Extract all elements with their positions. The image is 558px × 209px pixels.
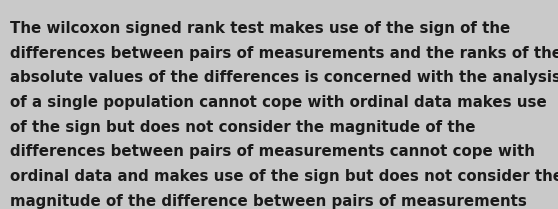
Text: differences between pairs of measurements and the ranks of the: differences between pairs of measurement… [10, 46, 558, 61]
Text: ordinal data and makes use of the sign but does not consider the: ordinal data and makes use of the sign b… [10, 169, 558, 184]
Text: The wilcoxon signed rank test makes use of the sign of the: The wilcoxon signed rank test makes use … [10, 21, 511, 36]
Text: of the sign but does not consider the magnitude of the: of the sign but does not consider the ma… [10, 120, 475, 135]
Text: magnitude of the difference between pairs of measurements: magnitude of the difference between pair… [10, 194, 527, 209]
Text: of a single population cannot cope with ordinal data makes use: of a single population cannot cope with … [10, 95, 547, 110]
Text: differences between pairs of measurements cannot cope with: differences between pairs of measurement… [10, 144, 535, 159]
Text: absolute values of the differences is concerned with the analysis: absolute values of the differences is co… [10, 70, 558, 85]
